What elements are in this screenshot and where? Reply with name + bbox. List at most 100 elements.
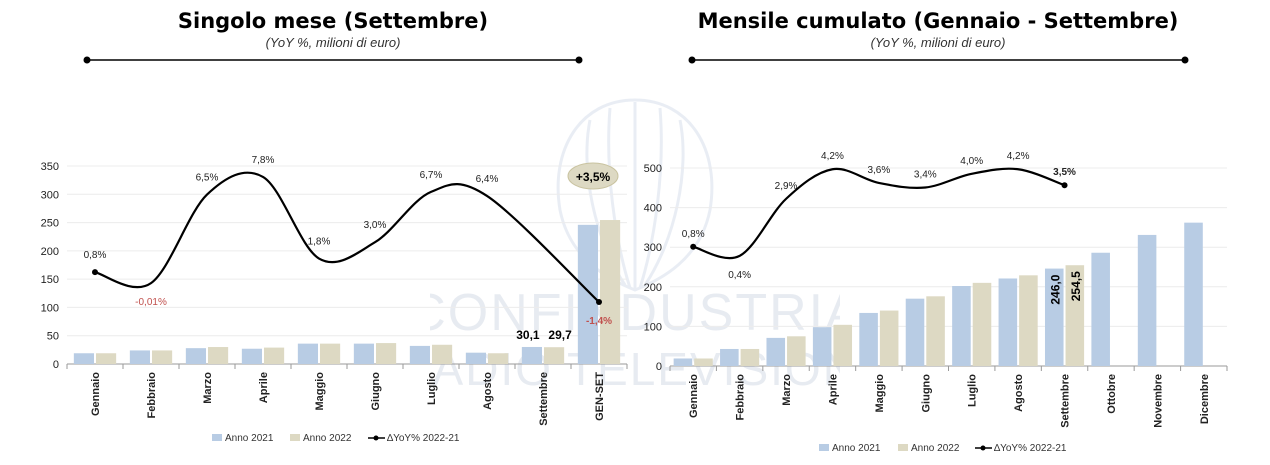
legend-label-2022: Anno 2022 — [911, 443, 960, 454]
yoy-label: 3,6% — [867, 165, 890, 176]
legend-label-2021: Anno 2021 — [832, 443, 881, 454]
bar-2021 — [1091, 252, 1110, 366]
y-tick-label: 200 — [644, 282, 662, 294]
bar-2021 — [1044, 268, 1064, 366]
left-rule-dot-end — [575, 56, 583, 64]
bar-2021 — [465, 352, 486, 364]
y-tick-label: 100 — [41, 302, 59, 314]
left-badge: +3,5% — [567, 162, 619, 190]
legend-label-yoy: ∆YoY% 2022-21 — [387, 433, 460, 444]
right-title: Mensile cumulato (Gennaio - Settembre) — [697, 9, 1179, 33]
bar-2022 — [926, 296, 945, 366]
x-tick-label: Febbraio — [735, 374, 747, 421]
x-tick-label: Ottobre — [1106, 374, 1118, 414]
bar-2021 — [353, 343, 374, 364]
bar-2021 — [521, 346, 542, 364]
bar-2021 — [1184, 222, 1203, 366]
bar-2021 — [73, 353, 94, 364]
bar-2022 — [694, 358, 713, 366]
yoy-line-endpoint — [92, 269, 98, 276]
yoy-label: 6,7% — [420, 170, 443, 181]
yoy-label: 4,2% — [821, 151, 844, 162]
bar-2022 — [1065, 265, 1085, 366]
bar-2022 — [833, 324, 853, 366]
x-tick-label: Febbraio — [146, 372, 158, 419]
bar-2022 — [264, 347, 285, 364]
x-tick-label: Luglio — [967, 374, 979, 407]
bar-2022 — [320, 343, 341, 364]
yoy-label: -0,01% — [135, 297, 167, 308]
bar-2021 — [998, 278, 1018, 366]
yoy-label: 0,8% — [682, 229, 705, 240]
x-tick-label: Maggio — [874, 374, 886, 413]
bar-2021 — [720, 348, 739, 366]
x-tick-label: Giugno — [920, 374, 932, 413]
y-tick-label: 0 — [53, 359, 59, 371]
legend-line-marker — [373, 435, 379, 441]
left-chart: 0 50 100 150 200 250 300 350 Gennaio Febbraio Marz… — [41, 56, 628, 444]
legend-label-yoy: ∆YoY% 2022-21 — [994, 443, 1067, 454]
y-tick-label: 0 — [656, 361, 662, 373]
x-tick-label: Maggio — [314, 372, 326, 411]
yoy-label: 6,5% — [196, 173, 219, 184]
yoy-label: -1,4% — [586, 316, 612, 327]
bar-value-label: 246,0 — [1048, 274, 1062, 304]
legend-swatch-2021 — [819, 444, 829, 451]
legend-label-2021: Anno 2021 — [225, 433, 274, 444]
bar-2022 — [972, 282, 992, 366]
x-tick-label: Giugno — [370, 372, 382, 411]
right-rule-dot-start — [688, 56, 696, 64]
bar-value-label: 254,5 — [1069, 271, 1083, 301]
bar-2021 — [185, 348, 206, 364]
yoy-label: 4,0% — [960, 156, 983, 167]
bar-2021 — [812, 327, 832, 366]
y-tick-label: 200 — [41, 246, 59, 258]
yoy-label: 3,0% — [364, 220, 387, 231]
yoy-line-endpoint — [690, 243, 697, 250]
x-tick-label: Marzo — [202, 372, 214, 404]
bar-2021 — [952, 286, 971, 366]
y-tick-label: 300 — [41, 189, 59, 201]
y-tick-label: 150 — [41, 274, 59, 286]
legend-swatch-2021 — [212, 434, 222, 441]
bar-2021 — [241, 348, 262, 364]
x-tick-label: Agosto — [482, 372, 494, 410]
legend-line-marker — [980, 445, 986, 451]
legend-label-2022: Anno 2022 — [303, 433, 352, 444]
yoy-label: 6,4% — [476, 174, 499, 185]
bar-2022 — [488, 353, 509, 364]
left-rule-dot-start — [83, 56, 91, 64]
bar-2021 — [766, 337, 786, 366]
x-tick-label: Marzo — [781, 374, 793, 406]
yoy-label: 0,4% — [728, 270, 751, 281]
x-tick-label: Gennaio — [688, 374, 700, 418]
right-plot-area: 0 100 200 300 400 500 Gennaio Febbraio Marzo Apri… — [644, 151, 1228, 428]
left-title: Singolo mese (Settembre) — [177, 9, 489, 33]
left-badge-text: +3,5% — [576, 170, 611, 184]
yoy-line-endpoint — [1061, 182, 1068, 189]
bar-2022 — [432, 344, 453, 364]
yoy-line — [692, 167, 1065, 260]
bar-2021 — [297, 343, 318, 364]
right-chart: 0 100 200 300 400 500 Gennaio Febbraio Marzo Apri… — [644, 56, 1228, 454]
x-tick-label: Agosto — [1013, 374, 1025, 412]
bar-2022 — [787, 336, 806, 366]
left-legend: Anno 2021 Anno 2022 ∆YoY% 2022-21 — [212, 433, 460, 444]
yoy-label: 3,4% — [914, 169, 937, 180]
bar-2022 — [879, 310, 899, 366]
bar-2021 — [905, 298, 925, 366]
yoy-label: 3,5% — [1053, 167, 1076, 178]
x-tick-label: Gennaio — [90, 372, 102, 416]
y-tick-label: 500 — [644, 163, 662, 175]
bar-2021 — [577, 224, 598, 364]
x-tick-label: Settembre — [1060, 374, 1072, 428]
bar-value-label: 30,1 — [516, 328, 540, 342]
x-tick-label: GEN-SET — [594, 372, 606, 421]
y-tick-label: 250 — [41, 218, 59, 230]
y-tick-label: 100 — [644, 321, 662, 333]
yoy-label: 7,8% — [252, 155, 275, 166]
bar-2022 — [96, 353, 117, 364]
x-tick-label: Luglio — [426, 372, 438, 405]
yoy-line — [94, 171, 600, 303]
y-tick-label: 50 — [47, 331, 59, 343]
